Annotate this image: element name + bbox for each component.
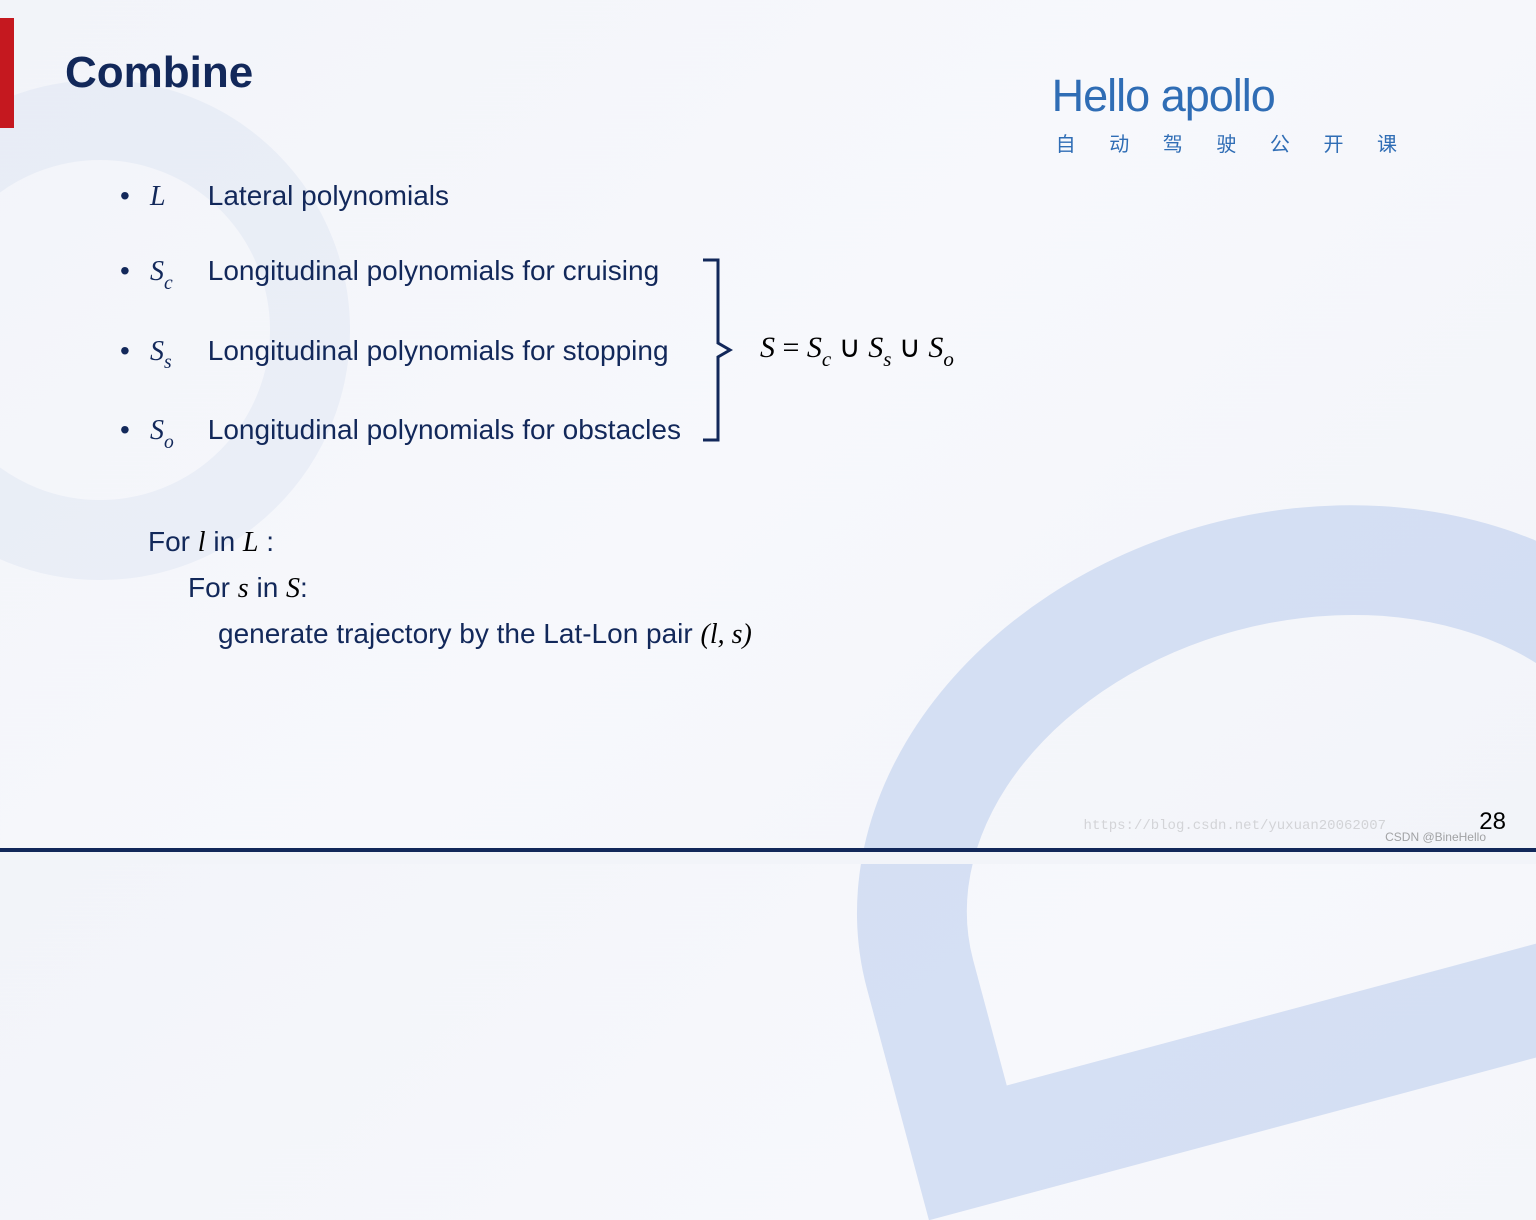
page-number: 28	[1479, 808, 1506, 836]
watermark-csdn: CSDN @BineHello	[1385, 830, 1486, 844]
bullet-text: Longitudinal polynomials for obstacles	[208, 414, 681, 445]
bullet-text: Lateral polynomials	[208, 180, 449, 211]
bg-decoration-right	[774, 408, 1536, 1220]
bullet-text: Longitudinal polynomials for cruising	[208, 255, 659, 286]
grouping-bracket	[698, 255, 738, 445]
logo-main: Hello apollo	[1052, 70, 1411, 122]
bullet-text: Longitudinal polynomials for stopping	[208, 335, 669, 366]
logo: Hello apollo 自 动 驾 驶 公 开 课	[1052, 70, 1411, 157]
bullet-item-obstacles: So Longitudinal polynomials for obstacle…	[120, 414, 720, 452]
pseudocode-block: For l in L : For s in S: generate trajec…	[148, 520, 752, 657]
pseudocode-line3: generate trajectory by the Lat-Lon pair …	[148, 612, 752, 658]
union-equation: S = Sc ∪ Ss ∪ So	[760, 330, 954, 370]
pseudocode-line2: For s in S:	[148, 566, 752, 612]
bottom-bg-strip	[0, 852, 1536, 864]
math-symbol-Sc: Sc	[150, 256, 200, 293]
pseudocode-line1: For l in L :	[148, 520, 752, 566]
slide-title: Combine	[65, 48, 253, 98]
watermark-url: https://blog.csdn.net/yuxuan20062007	[1084, 818, 1386, 834]
math-symbol-Ss: Ss	[150, 336, 200, 373]
logo-subtitle: 自 动 驾 驶 公 开 课	[1052, 128, 1411, 157]
title-accent-bar	[0, 18, 14, 128]
math-symbol-So: So	[150, 415, 200, 452]
bullet-content: L Lateral polynomials Sc Longitudinal po…	[120, 180, 720, 494]
bullet-item-stopping: Ss Longitudinal polynomials for stopping	[120, 335, 720, 373]
math-symbol-L: L	[150, 181, 200, 213]
bullet-item-lateral: L Lateral polynomials	[120, 180, 720, 213]
bullet-item-cruising: Sc Longitudinal polynomials for cruising	[120, 255, 720, 293]
